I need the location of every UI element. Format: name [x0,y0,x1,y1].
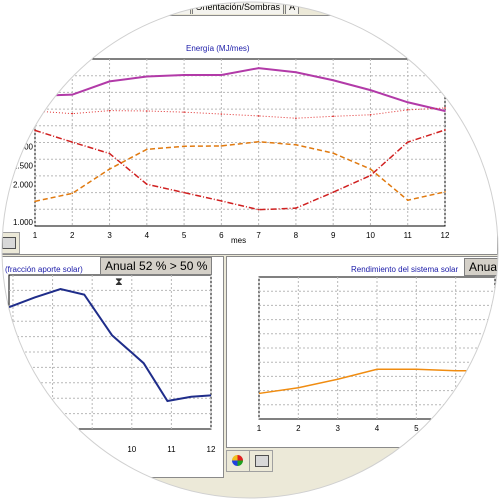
energy-data-point [220,145,223,147]
energy-data-point [183,191,185,194]
energy-y-tick-label: 2.000 [13,180,34,189]
tab-other[interactable]: A [285,0,300,14]
energy-data-point [257,208,260,211]
energy-xlabel: mes [231,236,247,245]
energy-data-point [332,115,334,118]
energy-data-point [183,111,185,113]
energy-x-tick-label: 3 [107,231,112,240]
rendimiento-x-tick-label: 3 [335,424,340,433]
energy-y-tick-label: 1.000 [13,218,34,227]
energy-data-point [34,129,36,132]
energy-data-point [295,143,297,146]
energy-data-point [146,75,148,78]
energy-x-tick-label: 11 [404,231,413,240]
energy-data-point [183,145,185,148]
rendimiento-x-tick-label: 1 [257,424,262,433]
energy-data-point [257,67,260,69]
energy-data-point [295,71,297,74]
energy-data-point [146,148,148,151]
energy-data-point [183,74,185,76]
energy-data-point [220,74,223,76]
energy-data-point [71,93,74,96]
color-button[interactable] [226,450,250,472]
energy-data-point [332,152,334,154]
energy-data-point [369,89,372,91]
energy-x-tick-label: 9 [331,231,336,240]
hourglass-icon: ⧗ [115,276,123,288]
energy-x-tick-label: 12 [441,231,450,240]
print-button-bottom[interactable] [249,450,273,472]
energy-y-tick-label: 2.500 [13,161,34,170]
energy-x-tick-label: 4 [145,231,150,240]
printer-icon [255,455,269,467]
rendimiento-x-tick-label: 5 [414,424,419,433]
energy-x-tick-label: 1 [33,231,38,240]
rendimiento-x-tick-label: 4 [375,424,380,433]
energy-data-point [406,101,409,104]
rendimiento-x-tick-label: 6 [453,424,458,433]
energy-data-point [71,192,74,195]
energy-data-point [257,115,260,117]
print-button[interactable] [0,232,20,254]
energy-data-point [295,117,297,120]
energy-data-point [146,110,148,112]
energy-data-point [108,168,111,170]
energy-data-point [444,107,446,109]
energy-data-point [34,200,36,203]
fraction-x-tick-label: 12 [207,445,216,454]
energy-data-point [444,191,446,193]
rendimiento-x-tick-label: 2 [296,424,301,433]
energy-data-point [34,95,36,97]
rendimiento-chart: 1 2 3 4 5 6 [257,276,496,433]
energy-chart-panel: Energía (MJ/mes) 1 2 3 4 5 6 7 8 9 10 11 12 1.000 2.0… [0,15,498,255]
energy-y-tick-label: 3.500 [13,123,34,132]
printer-icon [2,237,16,249]
energy-data-point [257,140,260,143]
energy-chart: 1 2 3 4 5 6 7 8 9 10 11 121.0002.0002.5003.0003.500… [13,58,450,240]
energy-data-point [406,109,409,111]
energy-x-tick-label: 6 [219,231,224,240]
fraction-x-tick-label: 11 [167,445,176,454]
energy-data-point [369,113,372,116]
color-palette-icon [232,455,243,466]
energy-data-point [295,207,297,209]
fraction-chart: 9 10 11 12 [8,274,216,454]
energy-data-point [332,79,334,82]
tab-sistema[interactable]: Sistema [150,0,191,14]
energy-data-point [108,109,111,112]
energy-x-tick-label: 10 [366,231,375,240]
fraction-x-tick-label: 10 [127,445,136,454]
energy-data-point [406,141,409,143]
energy-x-tick-label: 8 [294,231,299,240]
rendimiento-anual-value: Anua [464,258,500,276]
energy-data-point [108,152,111,155]
energy-data-point [220,200,223,202]
tab-strip: Sistema Orientación/Sombras A [150,0,300,14]
energy-data-point [71,141,74,143]
energy-data-point [444,129,446,131]
energy-data-point [71,112,74,115]
fraction-anual-value: Anual 52 % > 50 % [100,257,213,275]
energy-x-tick-label: 2 [70,231,75,240]
fraction-chart-panel: (fracción aporte solar) 9 10 11 12 [0,256,224,478]
energy-data-point [332,191,334,194]
energy-data-point [34,110,36,112]
energy-data-point [108,80,111,83]
energy-x-tick-label: 7 [256,231,261,240]
energy-y-tick-label: 3.000 [13,142,34,151]
fraction-x-tick-label: 9 [90,445,95,454]
energy-data-point [369,168,372,170]
tab-orientacion-sombras[interactable]: Orientación/Sombras [191,0,285,14]
energy-data-point [146,183,148,186]
energy-data-point [369,174,372,177]
energy-y-tick-label: 4.000 [13,104,34,113]
energy-data-point [444,110,446,112]
energy-data-point [406,199,409,201]
energy-data-point [220,113,223,115]
energy-x-tick-label: 5 [182,231,187,240]
